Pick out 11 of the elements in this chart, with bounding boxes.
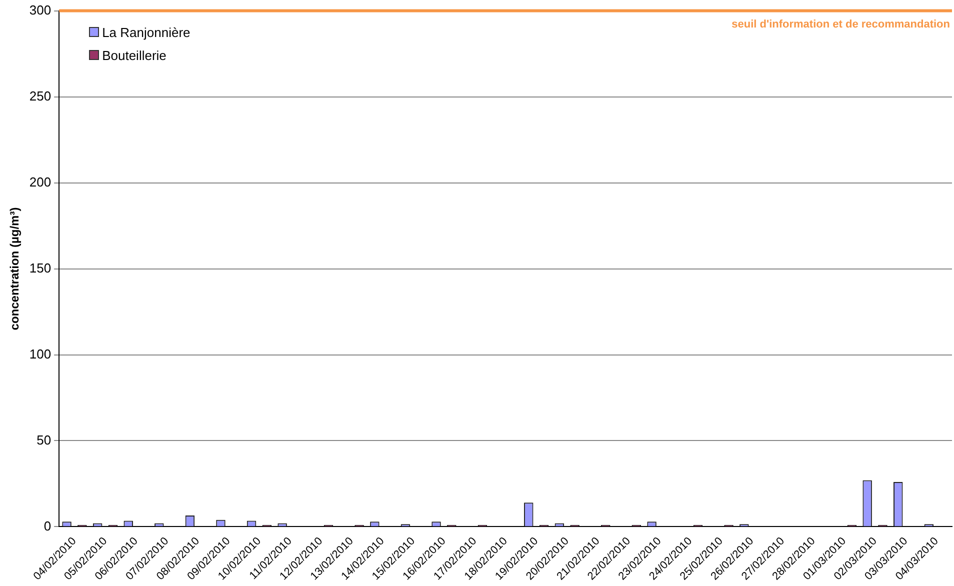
y-axis-title: concentration (µg/m³) — [8, 207, 22, 330]
y-tick-label: 0 — [44, 518, 52, 534]
legend-label: La Ranjonnière — [102, 24, 190, 40]
ref-line-label: seuil d'information et de recommandation — [732, 18, 950, 30]
y-tick-label: 150 — [29, 260, 52, 276]
y-tick-label: 300 — [29, 2, 52, 18]
legend-label: Bouteillerie — [102, 48, 166, 63]
y-tick-label: 50 — [36, 432, 52, 448]
y-tick-label: 100 — [29, 346, 52, 362]
y-tick-label: 250 — [29, 88, 52, 104]
y-tick-label: 200 — [29, 174, 52, 190]
